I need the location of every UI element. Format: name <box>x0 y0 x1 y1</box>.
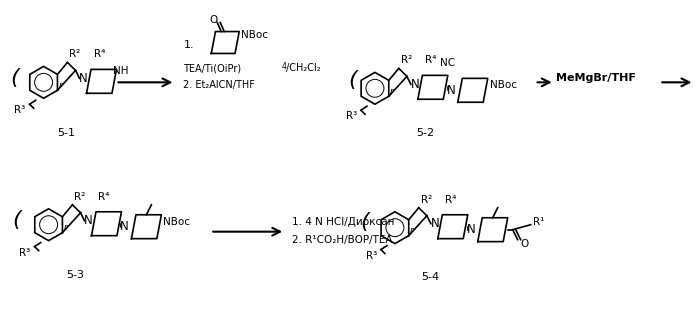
Text: R³: R³ <box>20 248 31 258</box>
Text: 1.: 1. <box>184 41 194 50</box>
Text: (: ( <box>13 210 22 230</box>
Text: N: N <box>431 217 439 230</box>
Text: R³: R³ <box>15 105 26 115</box>
Text: r: r <box>410 226 414 235</box>
Text: R⁴: R⁴ <box>445 195 456 205</box>
Text: r: r <box>64 223 68 232</box>
Text: N: N <box>466 223 475 236</box>
Text: 5-4: 5-4 <box>421 271 439 281</box>
Text: (: ( <box>360 212 369 232</box>
Text: (: ( <box>10 68 20 88</box>
Text: N: N <box>79 72 88 85</box>
Text: (: ( <box>348 70 357 90</box>
Text: 2. R¹CO₂H/BOP/TEA: 2. R¹CO₂H/BOP/TEA <box>292 235 392 245</box>
Text: NH: NH <box>114 66 129 76</box>
Text: N: N <box>447 84 455 97</box>
Text: NC: NC <box>440 58 455 68</box>
Text: 5-2: 5-2 <box>416 128 434 138</box>
Text: R⁴: R⁴ <box>94 49 105 60</box>
Text: MeMgBr/THF: MeMgBr/THF <box>556 73 635 83</box>
Text: TEA/Ti(OiPr): TEA/Ti(OiPr) <box>184 63 242 74</box>
Text: N: N <box>410 78 419 91</box>
Text: R²: R² <box>421 195 432 205</box>
Text: R¹: R¹ <box>533 217 544 227</box>
Text: 4: 4 <box>281 62 286 71</box>
Text: r: r <box>390 87 394 96</box>
Text: O: O <box>209 15 217 25</box>
Text: R³: R³ <box>366 250 377 261</box>
Text: NBoc: NBoc <box>163 217 191 227</box>
Text: NBoc: NBoc <box>242 29 268 40</box>
Text: 1. 4 N HCl/Диоксан: 1. 4 N HCl/Диоксан <box>292 217 394 227</box>
Text: 5-1: 5-1 <box>57 128 75 138</box>
Text: O: O <box>521 239 529 249</box>
Text: /CH₂Cl₂: /CH₂Cl₂ <box>286 63 321 74</box>
Text: R²: R² <box>69 49 81 60</box>
Text: NBoc: NBoc <box>490 80 517 90</box>
Text: R⁴: R⁴ <box>98 192 110 202</box>
Text: N: N <box>84 214 93 227</box>
Text: 5-3: 5-3 <box>66 269 84 280</box>
Text: R⁴: R⁴ <box>425 55 436 65</box>
Text: 2. Et₂AlCN/THF: 2. Et₂AlCN/THF <box>184 80 255 90</box>
Text: R²: R² <box>75 192 86 202</box>
Text: r: r <box>59 81 62 90</box>
Text: R²: R² <box>401 55 412 65</box>
Text: N: N <box>120 220 129 233</box>
Text: R³: R³ <box>346 111 357 121</box>
